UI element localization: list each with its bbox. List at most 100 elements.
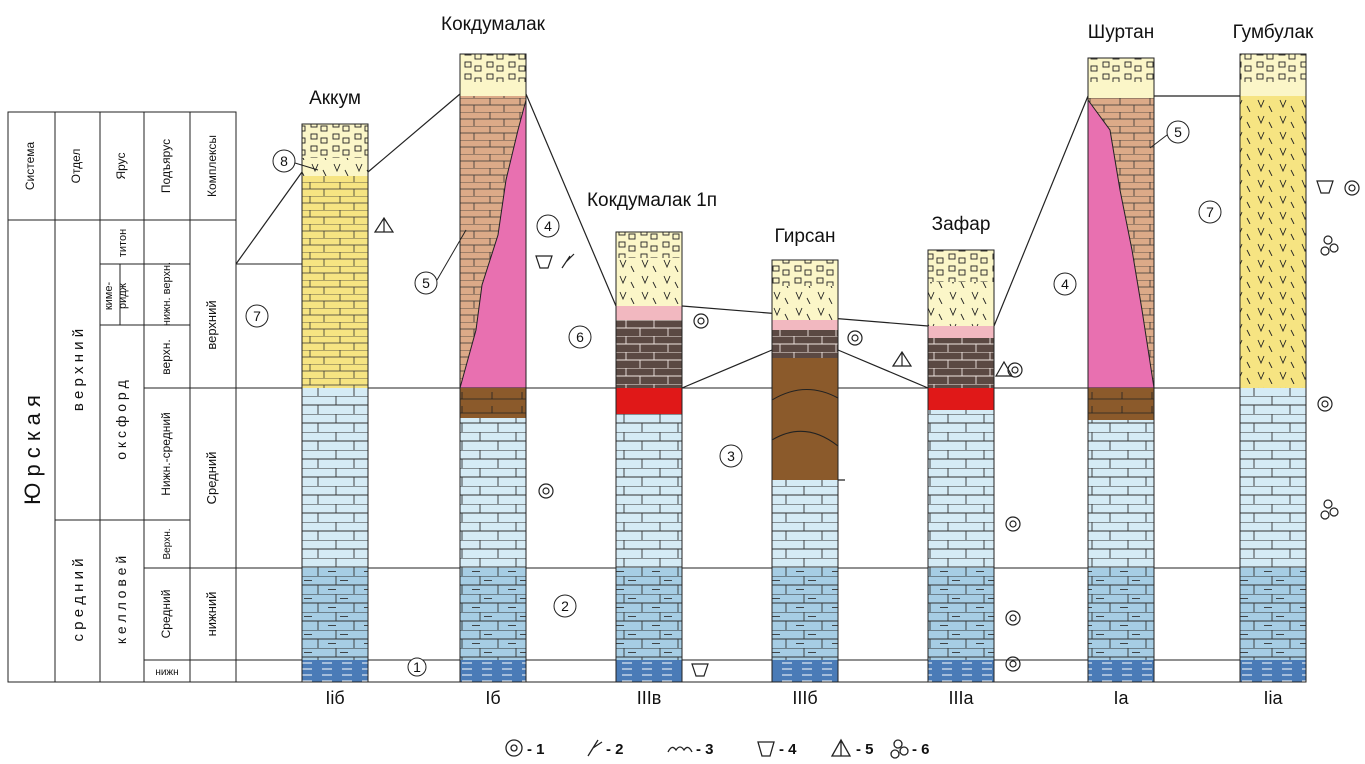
well-name-girsan: Гирсан bbox=[775, 226, 836, 247]
sub-kim: нижн. верхн. bbox=[161, 262, 173, 326]
well-shurtan bbox=[1087, 57, 1155, 683]
well-code-shurtan: Iа bbox=[1113, 688, 1129, 708]
well-zafar bbox=[927, 249, 995, 683]
ammonite-icon bbox=[1344, 180, 1360, 196]
well-name-akkum: Аккум bbox=[309, 88, 361, 109]
stage-tithonian: титон bbox=[117, 229, 129, 257]
well-code-kokdumalak-1p: IIIв bbox=[637, 688, 662, 708]
stage-kimmeridgian-1: киме- bbox=[103, 282, 115, 311]
ammonite-icon bbox=[1005, 656, 1021, 672]
sub-call-upper: Верхн. bbox=[162, 529, 173, 560]
legend-item-5: - 5 bbox=[830, 738, 874, 758]
circled-numbers: 1 2 3 4 4 5 5 6 7 7 8 bbox=[245, 120, 1222, 677]
svg-text:4: 4 bbox=[544, 218, 552, 234]
legend-num-1: - 1 bbox=[527, 741, 545, 758]
circle-label-4b: 4 bbox=[1053, 272, 1077, 296]
well-gumbulak bbox=[1239, 53, 1307, 683]
circle-label-2: 2 bbox=[553, 594, 577, 618]
brachiopod-icon bbox=[691, 663, 709, 677]
brachiopod-icon bbox=[1316, 180, 1334, 194]
bivalve-icon bbox=[830, 738, 852, 757]
well-name-gumbulak: Гумбулак bbox=[1233, 22, 1314, 43]
foraminifera-icon bbox=[890, 739, 909, 759]
header-substage: Подъярус bbox=[159, 139, 173, 193]
ammonite-icon bbox=[1007, 362, 1023, 378]
legend-num-2: - 2 bbox=[606, 741, 624, 758]
circle-label-5a: 5 bbox=[414, 271, 438, 295]
well-kokdumalak-1p bbox=[615, 231, 683, 683]
ammonite-icon bbox=[1005, 516, 1021, 532]
circle-label-7b: 7 bbox=[1198, 200, 1222, 224]
svg-text:7: 7 bbox=[1206, 204, 1214, 220]
legend-num-4: - 4 bbox=[779, 741, 797, 758]
well-labels: Аккум Кокдумалак Кокдумалак 1п Гирсан За… bbox=[309, 14, 1314, 708]
header-system: Система bbox=[23, 142, 37, 191]
bivalve-icon bbox=[373, 216, 395, 233]
system-jurassic: Ю р с к а я bbox=[20, 395, 45, 505]
well-code-akkum: Iiб bbox=[325, 688, 344, 708]
complex-upper: верхний bbox=[204, 300, 219, 349]
well-code-gumbulak: Iiа bbox=[1263, 688, 1283, 708]
sub-ox-upper: верхн. bbox=[159, 339, 173, 374]
ammonite-icon bbox=[505, 739, 523, 757]
foraminifera-icon bbox=[1320, 499, 1339, 520]
circle-label-4a: 4 bbox=[536, 214, 560, 238]
well-girsan bbox=[771, 259, 839, 683]
svg-text:5: 5 bbox=[1174, 124, 1182, 140]
legend-item-3: - 3 bbox=[667, 741, 714, 758]
svg-text:5: 5 bbox=[422, 275, 430, 291]
header-stage: Ярус bbox=[114, 152, 128, 179]
well-kokdumalak bbox=[459, 53, 527, 683]
legend-num-5: - 5 bbox=[856, 741, 874, 758]
svg-text:4: 4 bbox=[1061, 276, 1069, 292]
stage-oxfordian: о к с ф о р д bbox=[113, 380, 129, 460]
sub-ox-lower-middle: Нижн.-средний bbox=[159, 412, 173, 495]
brachiopod-icon bbox=[757, 741, 775, 757]
legend-num-3: - 3 bbox=[696, 741, 714, 758]
legend-item-6: - 6 bbox=[890, 739, 930, 759]
legend-item-1: - 1 bbox=[505, 739, 545, 758]
legend-item-4: - 4 bbox=[757, 741, 797, 758]
circle-label-8: 8 bbox=[272, 149, 296, 173]
well-name-kokdumalak-1p: Кокдумалак 1п bbox=[587, 190, 717, 211]
stage-kimmeridgian-2: ридж bbox=[117, 282, 129, 309]
well-code-girsan: IIIб bbox=[792, 688, 817, 708]
series-upper: в е р х н и й bbox=[70, 329, 87, 411]
ammonite-icon bbox=[1005, 610, 1021, 626]
ammonite-icon bbox=[693, 313, 709, 329]
brachiopod-icon bbox=[535, 255, 553, 269]
sub-call-lower: нижн bbox=[155, 667, 178, 678]
well-name-zafar: Зафар bbox=[932, 214, 991, 235]
svg-text:2: 2 bbox=[561, 598, 569, 614]
header-series: Отдел bbox=[69, 149, 83, 184]
complex-lower: нижний bbox=[204, 592, 219, 637]
algae-icon bbox=[667, 746, 693, 753]
svg-text:8: 8 bbox=[280, 153, 288, 169]
bivalve-icon bbox=[994, 360, 1014, 377]
stage-callovian: к е л л о в е й bbox=[113, 556, 129, 644]
bivalve-icon bbox=[891, 350, 913, 367]
well-akkum bbox=[301, 123, 369, 683]
circle-label-1: 1 bbox=[407, 657, 427, 677]
circle-label-3: 3 bbox=[719, 444, 743, 468]
foraminifera-icon bbox=[1320, 235, 1339, 256]
legend: - 1 - 2 - 3 - 4 - 5 - 6 bbox=[505, 738, 930, 759]
svg-text:6: 6 bbox=[576, 329, 584, 345]
svg-text:7: 7 bbox=[253, 308, 261, 324]
well-name-shurtan: Шуртан bbox=[1088, 22, 1154, 43]
coral-branch-icon bbox=[587, 739, 603, 757]
well-code-zafar: IIIа bbox=[948, 688, 974, 708]
header-complexes: Комплексы bbox=[205, 135, 219, 197]
coral-branch-icon bbox=[561, 253, 575, 269]
circle-label-5b: 5 bbox=[1166, 120, 1190, 144]
stratigraphic-table: Система Отдел Ярус Подъярус Комплексы Ю … bbox=[7, 111, 237, 683]
legend-num-6: - 6 bbox=[912, 741, 930, 758]
well-name-kokdumalak: Кокдумалак bbox=[441, 14, 546, 35]
well-code-kokdumalak: Iб bbox=[485, 688, 500, 708]
circle-label-7a: 7 bbox=[245, 304, 269, 328]
svg-text:1: 1 bbox=[413, 659, 421, 675]
sub-call-middle: Средний bbox=[159, 590, 173, 639]
series-middle: с р е д н и й bbox=[70, 559, 87, 642]
ammonite-icon bbox=[1317, 396, 1333, 412]
